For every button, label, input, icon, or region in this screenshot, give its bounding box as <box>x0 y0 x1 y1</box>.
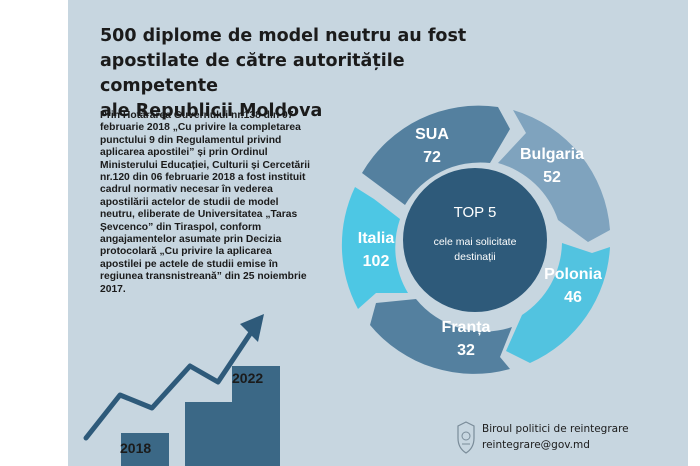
destination-value-polonia: 46 <box>564 289 582 306</box>
footer: Biroul politici de reintegrare reintegra… <box>482 421 629 453</box>
top-destinations-wheel: TOP 5 cele mai solicitate destinații SUA… <box>341 105 610 374</box>
segment-franta <box>370 299 512 374</box>
footer-email[interactable]: reintegrare@gov.md <box>482 439 590 451</box>
growth-bar-2 <box>185 402 233 466</box>
coat-of-arms-emblem <box>457 421 475 454</box>
segment-italia <box>341 187 408 309</box>
growth-chart: 2018 2022 <box>83 314 280 466</box>
growth-end-label: 2022 <box>232 370 263 386</box>
growth-bar-1 <box>121 433 169 466</box>
growth-arrow-head <box>240 314 264 342</box>
center-title: TOP 5 <box>454 204 497 221</box>
center-circle <box>399 164 551 316</box>
destination-value-italia: 102 <box>363 253 390 270</box>
center-subtitle-line-1: cele mai solicitate <box>434 236 517 248</box>
title-line-1: 500 diplome de model neutru au fost <box>100 26 467 46</box>
title-line-3: ale Republicii Moldova <box>100 101 323 121</box>
destination-name-polonia: Polonia <box>544 266 602 283</box>
segment-bulgaria <box>498 110 610 242</box>
segment-sua <box>362 105 510 205</box>
footer-org: Biroul politici de reintegrare <box>482 423 629 435</box>
destination-value-sua: 72 <box>423 149 441 166</box>
destination-value-bulgaria: 52 <box>543 169 561 186</box>
growth-arrow-line <box>83 325 257 441</box>
destination-name-italia: Italia <box>358 230 395 247</box>
page-title: 500 diplome de model neutru au fost apos… <box>100 24 520 124</box>
destination-value-franta: 32 <box>457 342 475 359</box>
body-paragraph: Prin Hotărârea Guvernului nr.138 din 07 … <box>100 110 310 295</box>
title-line-2: apostilate de către autoritățile compete… <box>100 51 405 96</box>
growth-bar-3 <box>232 366 280 466</box>
destination-name-sua: SUA <box>415 126 449 143</box>
destination-name-bulgaria: Bulgaria <box>520 146 584 163</box>
destination-name-franta: Franța <box>442 319 491 336</box>
segment-polonia <box>506 243 610 363</box>
growth-start-label: 2018 <box>120 440 151 456</box>
center-subtitle-line-2: destinații <box>454 251 495 263</box>
